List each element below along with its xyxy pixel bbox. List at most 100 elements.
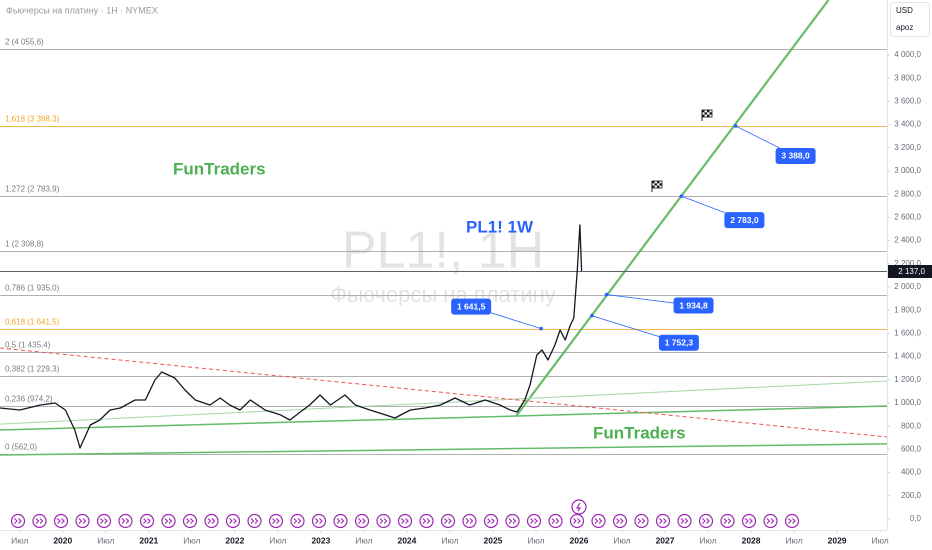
- event-icon-ring[interactable]: [784, 513, 800, 529]
- event-icon-ring[interactable]: [333, 513, 348, 529]
- event-icon-glyph[interactable]: [78, 518, 87, 524]
- callout-label[interactable]: 1 752,3: [665, 337, 694, 347]
- event-icon-glyph[interactable]: [530, 518, 538, 524]
- event-icon-glyph[interactable]: [14, 518, 22, 524]
- callout-label[interactable]: 1 641,5: [457, 301, 486, 311]
- event-icon-glyph[interactable]: [594, 518, 603, 524]
- event-icon[interactable]: [311, 513, 327, 529]
- event-icon-ring[interactable]: [75, 513, 90, 529]
- event-icon-ring[interactable]: [161, 513, 176, 529]
- event-icon-glyph[interactable]: [186, 518, 194, 524]
- event-icon[interactable]: [634, 513, 649, 529]
- event-icon[interactable]: [419, 513, 434, 529]
- event-icon-ring[interactable]: [268, 513, 284, 529]
- event-icon[interactable]: [268, 513, 284, 529]
- event-icon[interactable]: [225, 513, 241, 529]
- event-icon[interactable]: [483, 513, 499, 529]
- event-icon-glyph[interactable]: [508, 518, 517, 524]
- event-icon-glyph[interactable]: [121, 518, 130, 524]
- event-icon-glyph[interactable]: [766, 518, 775, 524]
- event-icon-ring[interactable]: [376, 513, 391, 529]
- event-icon-glyph[interactable]: [358, 518, 366, 524]
- event-icon[interactable]: [376, 513, 391, 529]
- event-icon-glyph[interactable]: [401, 518, 409, 524]
- event-icon-ring[interactable]: [440, 513, 456, 529]
- event-icon[interactable]: [591, 513, 606, 529]
- event-icon[interactable]: [32, 513, 47, 529]
- event-icon-glyph[interactable]: [293, 518, 302, 524]
- event-icon[interactable]: [698, 513, 714, 529]
- event-icon[interactable]: [462, 513, 477, 529]
- event-icon-ring[interactable]: [763, 513, 778, 529]
- event-icon-ring[interactable]: [548, 513, 563, 529]
- event-icon-glyph[interactable]: [573, 518, 581, 524]
- event-icon-glyph[interactable]: [35, 518, 44, 524]
- event-icon-glyph[interactable]: [315, 518, 323, 524]
- event-icon-glyph[interactable]: [487, 518, 495, 524]
- callout-box[interactable]: [658, 334, 699, 351]
- event-icon-ring[interactable]: [354, 513, 370, 529]
- event-icon-ring[interactable]: [462, 513, 477, 529]
- event-icon[interactable]: [397, 513, 413, 529]
- event-icon-glyph[interactable]: [143, 518, 151, 524]
- event-icon-ring[interactable]: [96, 513, 112, 529]
- event-icon-ring[interactable]: [118, 513, 133, 529]
- event-icon[interactable]: [139, 513, 155, 529]
- event-icon-ring[interactable]: [698, 513, 714, 529]
- event-icon-glyph[interactable]: [745, 518, 753, 524]
- event-icon[interactable]: [612, 513, 628, 529]
- event-icon[interactable]: [53, 513, 69, 529]
- event-icon[interactable]: [720, 513, 735, 529]
- event-icon[interactable]: [569, 513, 585, 529]
- event-icon[interactable]: [354, 513, 370, 529]
- event-icon[interactable]: [290, 513, 305, 529]
- event-icon-glyph[interactable]: [444, 518, 452, 524]
- callout-box[interactable]: [775, 147, 816, 164]
- scale-box[interactable]: [890, 2, 930, 37]
- event-icon-glyph[interactable]: [788, 518, 796, 524]
- event-icon[interactable]: [784, 513, 800, 529]
- event-icon-ring[interactable]: [311, 513, 327, 529]
- event-icon-ring[interactable]: [505, 513, 520, 529]
- event-icon-ring[interactable]: [720, 513, 735, 529]
- event-icon-ring[interactable]: [182, 513, 198, 529]
- event-icon-ring[interactable]: [139, 513, 155, 529]
- event-icon[interactable]: [526, 513, 542, 529]
- event-icon-glyph[interactable]: [723, 518, 732, 524]
- event-icon-ring[interactable]: [526, 513, 542, 529]
- event-icon[interactable]: [204, 513, 219, 529]
- event-icon-ring[interactable]: [741, 513, 757, 529]
- event-icon-ring[interactable]: [53, 513, 69, 529]
- callout-label[interactable]: 3 388,0: [781, 151, 810, 161]
- callout-label[interactable]: 1 934,8: [679, 300, 708, 310]
- event-icon[interactable]: [96, 513, 112, 529]
- event-icon-ring[interactable]: [225, 513, 241, 529]
- event-icon-glyph[interactable]: [207, 518, 216, 524]
- event-icon-glyph[interactable]: [379, 518, 388, 524]
- event-icon-ring[interactable]: [634, 513, 649, 529]
- event-icon-glyph[interactable]: [465, 518, 474, 524]
- event-icon-glyph[interactable]: [250, 518, 259, 524]
- event-icon-ring[interactable]: [569, 513, 585, 529]
- event-icon-ring[interactable]: [655, 513, 671, 529]
- event-icon[interactable]: [182, 513, 198, 529]
- event-icon-glyph[interactable]: [551, 518, 560, 524]
- event-icon-ring[interactable]: [290, 513, 305, 529]
- callout-box[interactable]: [451, 298, 492, 315]
- event-icon-ring[interactable]: [612, 513, 628, 529]
- event-icon[interactable]: [548, 513, 563, 529]
- event-icon[interactable]: [505, 513, 520, 529]
- event-icon[interactable]: [655, 513, 671, 529]
- event-icon-ring[interactable]: [591, 513, 606, 529]
- event-icon-glyph[interactable]: [100, 518, 108, 524]
- scale-mode[interactable]: apoz: [896, 23, 913, 32]
- callout-box[interactable]: [724, 212, 765, 229]
- event-icon[interactable]: [741, 513, 757, 529]
- event-icon-glyph[interactable]: [272, 518, 280, 524]
- callout-label[interactable]: 2 783,0: [730, 215, 759, 225]
- event-icon-glyph[interactable]: [422, 518, 431, 524]
- event-icon-ring[interactable]: [677, 513, 692, 529]
- event-icon[interactable]: [440, 513, 456, 529]
- event-icon[interactable]: [75, 513, 90, 529]
- event-icon-ring[interactable]: [204, 513, 219, 529]
